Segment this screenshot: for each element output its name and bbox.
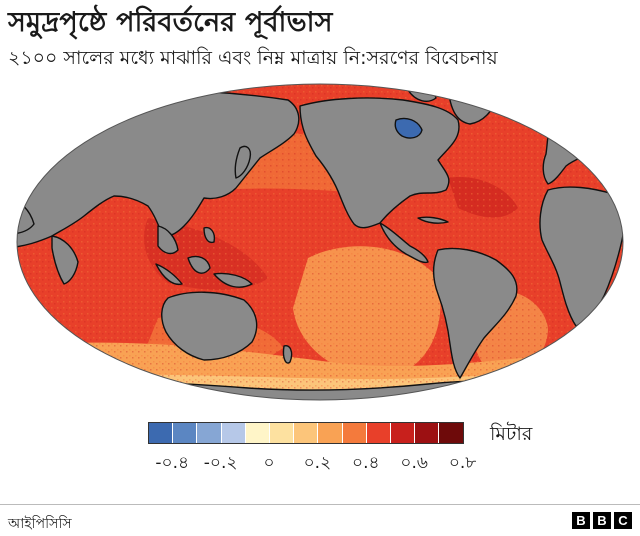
legend-swatch (318, 423, 343, 443)
globe-outline (16, 83, 624, 401)
legend-swatch (415, 423, 440, 443)
land-philippines (203, 226, 216, 244)
legend-tick-label: ০.৪ (352, 453, 380, 473)
hudson-bay (394, 117, 423, 139)
legend-tick-label: ০.২ (303, 453, 332, 473)
legend-swatch (245, 423, 270, 443)
footer-divider (0, 504, 640, 505)
land-australia (161, 291, 258, 361)
land-south-america (432, 247, 518, 379)
legend-swatch (269, 423, 295, 443)
land-new-zealand (282, 345, 293, 364)
legend-swatch (173, 423, 198, 443)
legend-tick-label: ০.৮ (448, 453, 477, 473)
land-madagascar (607, 299, 618, 318)
land-sumatra (155, 263, 183, 286)
legend-color-bar (148, 422, 465, 444)
land-central-america (379, 222, 429, 264)
legend-swatch (390, 423, 416, 443)
legend-tick-label: -০.৪ (155, 453, 189, 473)
legend-unit: মিটার (490, 423, 533, 445)
legend-tick-label: ০.৬ (400, 453, 428, 473)
land-cuba (417, 216, 449, 224)
chart-subtitle: ২১০০ সালের মধ্যে মাঝারি এবং নিম্ন মাত্রা… (8, 47, 498, 69)
source-label: আইপিসিসি (8, 516, 72, 532)
legend-swatch (149, 423, 174, 443)
color-legend: মিটার -০.৪ -০.২ ০ ০.২ ০.৪ ০.৬ ০.৮ (148, 420, 608, 480)
legend-swatch (439, 423, 464, 443)
arctic-blue-east (518, 84, 553, 100)
legend-swatch (221, 423, 246, 443)
legend-tick-label: -০.২ (203, 453, 238, 473)
legend-swatch (366, 423, 391, 443)
legend-swatch (197, 423, 222, 443)
land-borneo (187, 255, 211, 274)
land-japan (234, 145, 252, 179)
world-map-svg (16, 83, 624, 401)
logo-letter-box: B (572, 512, 590, 529)
land-india (51, 235, 79, 285)
legend-swatch (342, 423, 367, 443)
chart-title: সমুদ্রপৃষ্ঠে পরিবর্তনের পূর্বাভাস (8, 7, 333, 38)
land-new-guinea (213, 272, 253, 288)
sea-level-map (8, 78, 632, 406)
legend-swatch (294, 423, 319, 443)
legend-tick-label: ০ (263, 453, 275, 473)
logo-letter-box: B (593, 512, 611, 529)
logo-letter-box: C (614, 512, 632, 529)
arctic-blue-west (103, 84, 138, 98)
land-indochina (157, 225, 179, 255)
